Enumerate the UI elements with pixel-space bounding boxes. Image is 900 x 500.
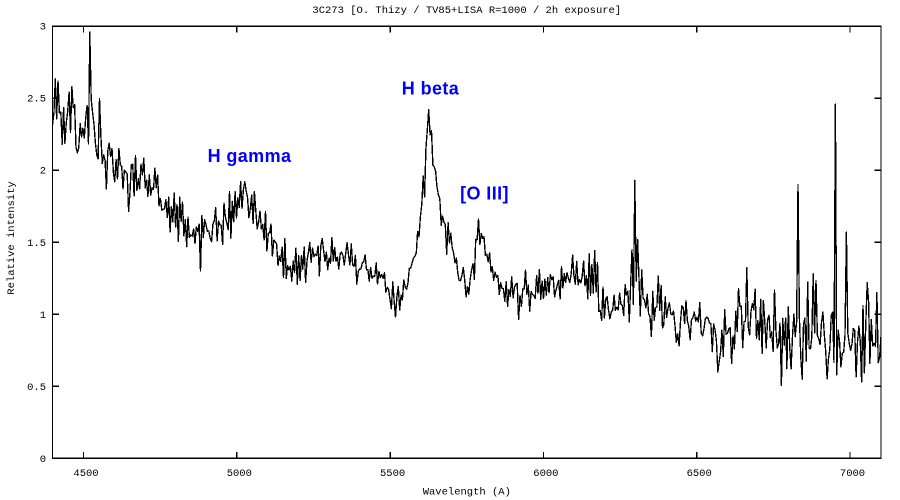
svg-text:7000: 7000 [840, 468, 865, 480]
svg-text:H gamma: H gamma [208, 146, 292, 166]
svg-text:[O III]: [O III] [460, 184, 509, 204]
svg-text:H beta: H beta [402, 79, 460, 99]
svg-text:6000: 6000 [533, 468, 558, 480]
svg-text:2: 2 [40, 166, 46, 178]
svg-text:Wavelength (A): Wavelength (A) [423, 486, 511, 498]
svg-text:0.5: 0.5 [27, 382, 46, 394]
svg-text:3C273 [O. Thizy / TV85+LISA R=: 3C273 [O. Thizy / TV85+LISA R=1000 / 2h … [312, 5, 621, 17]
svg-text:3: 3 [40, 22, 46, 34]
svg-text:1: 1 [40, 310, 46, 322]
svg-text:4500: 4500 [73, 468, 98, 480]
svg-text:5500: 5500 [380, 468, 405, 480]
svg-text:2.5: 2.5 [27, 94, 46, 106]
svg-text:0: 0 [40, 454, 46, 466]
svg-text:1.5: 1.5 [27, 238, 46, 250]
svg-text:Relative intensity: Relative intensity [6, 181, 18, 294]
svg-text:6500: 6500 [687, 468, 712, 480]
svg-text:5000: 5000 [227, 468, 252, 480]
